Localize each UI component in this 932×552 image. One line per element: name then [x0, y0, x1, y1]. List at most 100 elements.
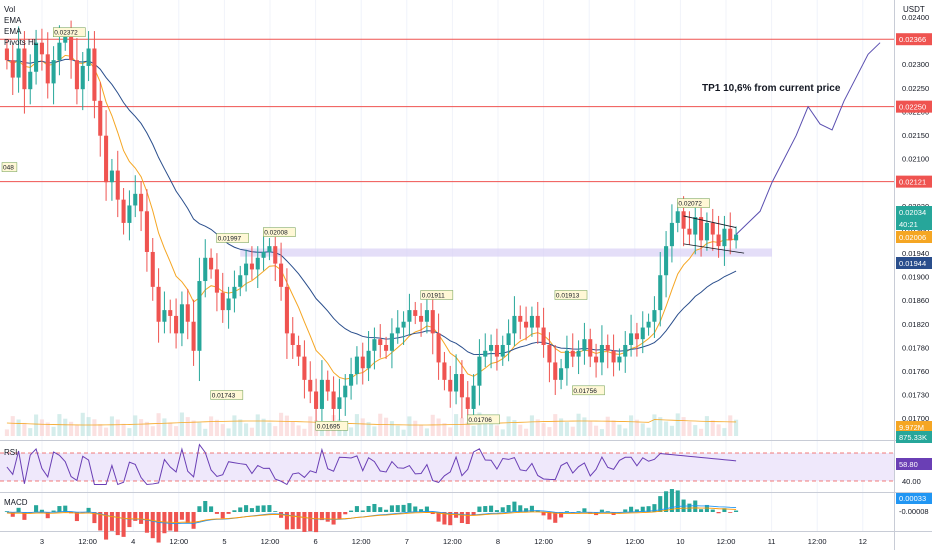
volume-bar	[529, 415, 534, 436]
candle-body	[442, 362, 447, 380]
volume-bar	[191, 420, 196, 436]
candle-body	[512, 315, 517, 334]
support-zone	[240, 248, 772, 257]
candle-body	[284, 286, 289, 334]
price-tick: 0.02250	[902, 84, 929, 93]
macd-histogram-bar	[424, 506, 429, 512]
volume-bar	[471, 425, 476, 436]
candle-body	[541, 327, 546, 345]
time-tick: 6	[314, 537, 318, 546]
macd-histogram-bar	[448, 512, 453, 526]
macd-histogram-bar	[226, 512, 231, 514]
candle-body	[395, 327, 400, 334]
macd-histogram-bar	[640, 506, 645, 512]
candle-body	[494, 344, 499, 357]
volume-bar	[16, 419, 21, 436]
pivot-label: 0.02008	[264, 230, 288, 237]
macd-histogram-bar	[494, 510, 499, 512]
volume-bar	[249, 427, 254, 436]
candle-body	[109, 170, 114, 183]
rsi-label: RSI	[4, 448, 17, 457]
volume-bar	[232, 415, 237, 436]
macd-histogram-bar	[693, 500, 698, 512]
volume-bar	[401, 429, 406, 436]
volume-bar	[728, 415, 733, 436]
volume-bar	[588, 421, 593, 436]
legend-ema-2: EMA	[4, 27, 22, 36]
volume-bar	[658, 417, 663, 436]
candle-body	[401, 321, 406, 328]
volume-bar	[34, 414, 39, 436]
macd-histogram-bar	[489, 505, 494, 512]
candle-body	[704, 222, 709, 241]
candle-body	[349, 374, 354, 386]
volume-bar	[28, 428, 33, 436]
candle-body	[51, 60, 56, 84]
candle-body	[63, 36, 68, 43]
macd-pane[interactable]: 0.00033 -0.00008	[4, 489, 932, 543]
price-axis[interactable]: 0.024000.023500.023000.022500.022000.021…	[896, 13, 932, 443]
macd-histogram-bar	[459, 512, 464, 524]
volume-ma-line	[6, 419, 737, 426]
candle-body	[407, 310, 412, 322]
macd-histogram-bar	[337, 512, 342, 519]
volume-bar	[547, 427, 552, 436]
macd-histogram-bar	[582, 508, 587, 512]
tp1-annotation: TP1 10,6% from current price	[702, 83, 841, 94]
candle-body	[197, 281, 202, 351]
candle-body	[419, 315, 424, 322]
time-tick: 12:00	[352, 537, 371, 546]
candle-body	[664, 246, 669, 276]
candle-body	[226, 298, 231, 311]
candle-body	[74, 60, 79, 90]
volume-bar	[22, 422, 27, 436]
volume-bar	[185, 417, 190, 436]
macd-histogram-bar	[378, 507, 383, 512]
rsi-pane[interactable]: 58.80 40.00	[0, 443, 932, 486]
volume-bar	[459, 417, 464, 436]
macd-histogram-bar	[518, 505, 523, 512]
volume-bar	[366, 422, 371, 436]
macd-histogram-bar	[319, 512, 324, 521]
volume-bar	[220, 424, 225, 436]
wedge-upper-line	[683, 215, 737, 228]
macd-histogram-bar	[664, 491, 669, 512]
volume-bar	[716, 424, 721, 436]
pivot-label: 0.01695	[317, 423, 341, 430]
volume-bar	[226, 428, 231, 436]
candle-body	[675, 211, 680, 223]
volume-bar	[302, 428, 307, 436]
price-tick: 0.01820	[902, 320, 929, 329]
volume-bar	[582, 417, 587, 436]
macd-histogram-bar	[232, 510, 237, 512]
volume-bar	[500, 429, 505, 436]
candle-body	[22, 48, 27, 90]
candle-body	[559, 368, 564, 380]
volume-bar	[407, 416, 412, 436]
macd-histogram-bar	[413, 506, 418, 512]
candle-body	[343, 385, 348, 398]
candle-body	[722, 228, 727, 247]
candle-body	[454, 374, 459, 392]
candle-body	[623, 344, 628, 357]
candle-body	[104, 135, 109, 183]
volume-bar	[722, 428, 727, 436]
candle-body	[646, 321, 651, 328]
volume-bar	[267, 422, 272, 436]
candle-body	[133, 193, 138, 206]
volume-bar	[174, 426, 179, 436]
candle-body	[599, 344, 604, 363]
time-tick: 10	[676, 537, 684, 546]
volume-bar	[413, 420, 418, 436]
volume-bar	[244, 423, 249, 436]
time-tick: 12:00	[808, 537, 827, 546]
candle-body	[255, 257, 260, 270]
volume-bar	[535, 419, 540, 436]
time-axis[interactable]: 3 12:00 4 12:00 5 12:00 6 12:00 7 12:00 8 12:00 9 12:…	[40, 537, 867, 546]
price-label-box	[896, 421, 932, 433]
candle-body	[570, 350, 575, 357]
macd-histogram-bar	[209, 506, 214, 512]
macd-histogram-bar	[669, 489, 674, 512]
